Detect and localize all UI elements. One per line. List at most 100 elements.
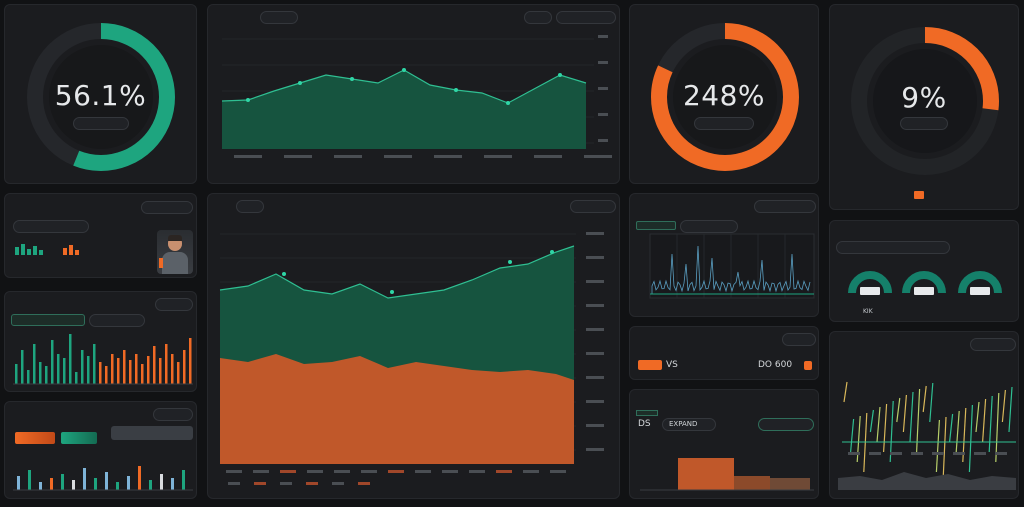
gauge-pill-3[interactable] [900, 117, 948, 130]
bar-panel-green-orange [4, 291, 197, 392]
main-x-tick [361, 470, 377, 473]
gauge-pill-2[interactable] [694, 117, 754, 130]
main-x-tick [469, 470, 485, 473]
main-y-tick [586, 304, 604, 307]
bar-1 [21, 350, 24, 384]
bar-1 [135, 354, 138, 384]
avatar[interactable] [157, 230, 193, 274]
main-y-tick [586, 448, 604, 451]
main-chart-panel [207, 193, 620, 499]
main-x-tick [442, 470, 458, 473]
histogram-pill[interactable] [153, 408, 193, 421]
candle-line [850, 418, 855, 453]
stat-value-right: DO 600 [758, 360, 793, 370]
bar-1 [159, 358, 162, 384]
block-chart-panel: DS EXPAND [629, 389, 819, 499]
block-chart-expand[interactable]: EXPAND [662, 418, 716, 431]
area-chart-top [221, 35, 612, 158]
gauge-value-1: 56.1% [54, 79, 147, 112]
spike-chart-tab[interactable] [636, 221, 676, 230]
bar-1 [117, 358, 120, 384]
histogram-bar [138, 466, 141, 490]
bar-panel-tabs[interactable] [11, 314, 85, 326]
area-chart-panel-top [207, 4, 620, 184]
area-top-button-a[interactable] [524, 11, 552, 24]
candle-line [1001, 389, 1006, 423]
main-chart-pill[interactable] [236, 200, 264, 213]
area-top-point [506, 101, 510, 105]
mini-gauges-tabs[interactable] [836, 241, 950, 254]
bar-1 [75, 372, 78, 384]
mini-gauge-label-1: KIK [863, 308, 873, 315]
area-top-point [350, 77, 354, 81]
candle-line [922, 385, 927, 413]
candle-line [942, 416, 947, 483]
histogram-bar [28, 470, 31, 490]
area-top-x-tick [584, 155, 612, 158]
histogram-bar [83, 468, 86, 490]
bar-1 [165, 344, 168, 384]
bar-panel-pill[interactable] [155, 298, 193, 311]
bar-1 [171, 354, 174, 384]
spike-chart-pill[interactable] [754, 200, 816, 213]
histogram-panel [4, 401, 197, 499]
main-x-subtick [254, 482, 266, 485]
main-x-tick [226, 470, 242, 473]
block-chart [640, 458, 814, 491]
bar-1 [45, 366, 48, 384]
main-x-subtick [358, 482, 370, 485]
histogram-bar [39, 482, 42, 490]
bar-1 [15, 364, 18, 384]
bar-1 [87, 356, 90, 384]
histogram-slider[interactable] [111, 426, 193, 440]
summary-input[interactable] [13, 220, 89, 233]
bar-1 [153, 346, 156, 384]
histogram-bar [171, 478, 174, 490]
candle-line [1008, 386, 1013, 433]
main-y-tick [586, 328, 604, 331]
area-top-pill[interactable] [260, 11, 298, 24]
main-point [282, 272, 286, 276]
area-top-fill [222, 70, 586, 149]
candles-pill[interactable] [970, 338, 1016, 351]
summary-pill[interactable] [141, 201, 193, 214]
stat-pill[interactable] [782, 333, 816, 346]
main-point [390, 290, 394, 294]
histogram-orange-label [15, 432, 55, 444]
bar-1 [177, 362, 180, 384]
bar-1 [81, 350, 84, 384]
summary-mini-bars [15, 244, 79, 255]
main-y-tick [586, 424, 604, 427]
candle-line [955, 410, 960, 453]
bar-1 [27, 370, 30, 384]
candle-volume [838, 472, 1016, 490]
bar-1 [63, 358, 66, 384]
candle-line [975, 401, 980, 433]
spike-chart-panel [629, 193, 819, 317]
area-top-x-tick [284, 155, 312, 158]
main-chart-button[interactable] [570, 200, 616, 213]
bar-1 [105, 366, 108, 384]
block-chart-tab[interactable] [636, 410, 658, 416]
histogram-bar [50, 478, 53, 490]
bar-1 [33, 344, 36, 384]
candle-line [968, 404, 973, 473]
bar-panel-range[interactable] [89, 314, 145, 327]
mini-gauges [848, 271, 1002, 295]
main-x-tick [307, 470, 323, 473]
candle-chart [838, 381, 1016, 490]
block-chart-green-pill[interactable] [758, 418, 814, 431]
area-top-x-tick [484, 155, 512, 158]
mini-gauges-panel: KIK [829, 220, 1019, 322]
gauge-panel-1: 56.1% [4, 4, 197, 184]
gauge-pill-1[interactable] [73, 117, 129, 130]
spike-chart [649, 233, 815, 299]
main-x-subtick [332, 482, 344, 485]
candle-line [916, 388, 921, 453]
main-x-subtick [228, 482, 240, 485]
bar-1 [39, 362, 42, 384]
candle-x-tick [911, 452, 923, 455]
spike-chart-range[interactable] [680, 220, 738, 233]
candle-line [889, 400, 894, 463]
area-top-button-b[interactable] [556, 11, 616, 24]
